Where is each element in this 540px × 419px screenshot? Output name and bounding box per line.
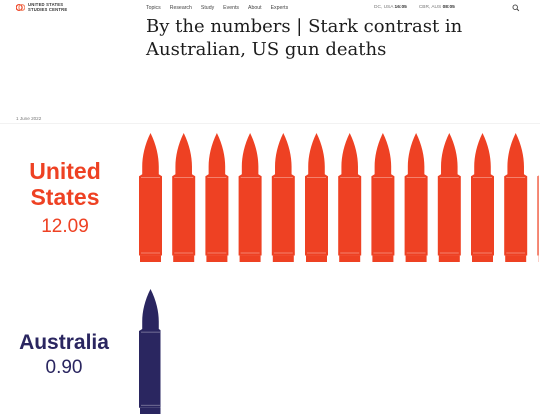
nav-experts[interactable]: Experts: [270, 4, 289, 11]
category-label-australia: Australia: [19, 331, 109, 354]
clock-cbr: CBR, AUS 08:05: [419, 5, 455, 10]
bullet-mark-australia-1: [139, 289, 161, 414]
bullet-mark-united-states-5: [271, 133, 295, 262]
time-zone-clocks: DC, USA 16:05 CBR, AUS 08:05: [374, 5, 455, 10]
bullet-mark-united-states-3: [205, 133, 229, 262]
search-icon[interactable]: [512, 4, 520, 12]
logo-icon: [16, 4, 25, 12]
bullet-mark-united-states-2: [172, 133, 196, 262]
bullet-mark-united-states-11: [471, 133, 494, 262]
header-divider: [0, 123, 540, 124]
main-nav: Topics Research Study Events About Exper…: [146, 5, 288, 11]
logo-line-2: STUDIES CENTRE: [28, 6, 68, 12]
bullet-mark-united-states-9: [404, 133, 428, 262]
bullet-mark-united-states-10: [437, 133, 461, 262]
value-label-united-states: 12.09: [41, 216, 89, 237]
logo-line-1: UNITED STATES: [28, 2, 64, 7]
page-title: By the numbers | Stark contrast in Austr…: [146, 16, 463, 60]
bullet-mark-united-states-8: [371, 133, 395, 262]
clock-dc-city: DC, USA: [374, 4, 394, 10]
nav-research[interactable]: Research: [169, 4, 192, 11]
value-label-australia: 0.90: [45, 357, 83, 378]
clock-cbr-city: CBR, AUS: [418, 4, 442, 10]
logo-text: UNITED STATES STUDIES CENTRE: [28, 2, 68, 12]
category-label-united-states: United States: [10, 158, 120, 210]
category-label-united-states-line-1: United: [29, 158, 101, 184]
clock-cbr-time: 08:05: [442, 4, 455, 10]
clock-dc: DC, USA 16:05: [374, 5, 407, 10]
nav-events[interactable]: Events: [223, 4, 240, 11]
clock-dc-time: 16:05: [394, 4, 407, 10]
category-label-united-states-line-2: States: [30, 184, 100, 210]
bullet-mark-united-states-4: [238, 133, 262, 262]
nav-topics[interactable]: Topics: [146, 4, 161, 11]
bullet-mark-united-states-1: [139, 133, 162, 262]
nav-study[interactable]: Study: [200, 4, 215, 11]
bullet-mark-united-states-6: [305, 133, 328, 262]
nav-about[interactable]: About: [248, 4, 262, 11]
site-logo[interactable]: UNITED STATES STUDIES CENTRE: [16, 2, 68, 12]
publish-date: 1 June 2022: [16, 116, 42, 121]
bullet-mark-united-states-12: [504, 133, 528, 262]
bullet-mark-united-states-7: [338, 133, 362, 262]
bullet-mark-united-states-13: [537, 175, 539, 262]
top-navigation: UNITED STATES STUDIES CENTRE Topics Rese…: [0, 0, 540, 14]
